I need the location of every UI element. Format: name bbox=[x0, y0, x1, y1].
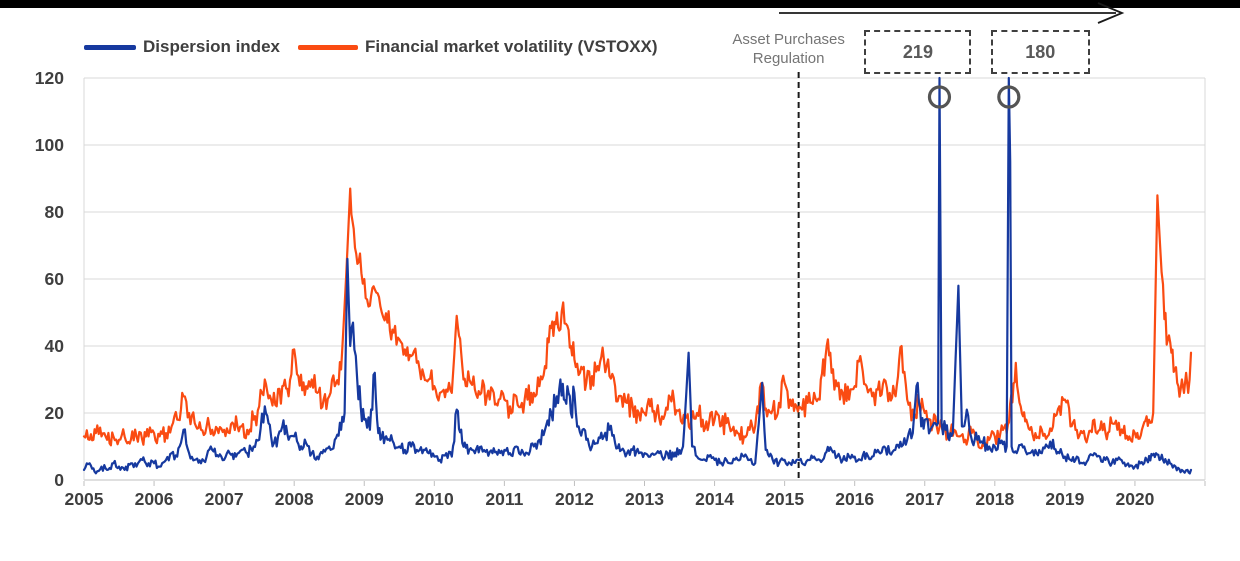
gridlines bbox=[83, 77, 1206, 486]
svg-text:2020: 2020 bbox=[1115, 489, 1154, 509]
callout-box-219: 219 bbox=[864, 30, 972, 74]
svg-text:60: 60 bbox=[45, 269, 65, 289]
svg-text:2011: 2011 bbox=[485, 489, 523, 509]
callout-value-219: 219 bbox=[902, 41, 933, 62]
legend-item-dispersion: Dispersion index bbox=[84, 37, 298, 57]
asset-purchases-regulation-label: Asset Purchases Regulation bbox=[709, 30, 869, 68]
svg-text:2018: 2018 bbox=[975, 489, 1014, 509]
callout-box-180: 180 bbox=[990, 30, 1090, 74]
spike-marker-circle-0 bbox=[927, 85, 952, 109]
asset-purchases-regulation-line1: Asset Purchases bbox=[732, 31, 845, 48]
x-axis-labels: 2005 2006 2007 2008 2009 2010 2011 2012 2013 2014… bbox=[65, 489, 1155, 509]
dispersion-line bbox=[82, 76, 1193, 475]
svg-text:2006: 2006 bbox=[135, 489, 174, 509]
spike-marker-circle-1 bbox=[997, 85, 1021, 109]
svg-text:80: 80 bbox=[45, 202, 65, 222]
legend-item-vstoxx: Financial market volatility (VSTOXX) bbox=[297, 37, 676, 57]
svg-text:2017: 2017 bbox=[905, 489, 944, 509]
svg-text:2009: 2009 bbox=[345, 489, 384, 509]
vstoxx-line bbox=[82, 187, 1193, 450]
svg-text:2005: 2005 bbox=[65, 489, 104, 509]
dispersion-line-swatch bbox=[84, 44, 136, 50]
timeline-arrow bbox=[779, 2, 1125, 24]
chart-legend: Dispersion index Financial market volati… bbox=[84, 36, 676, 58]
svg-text:40: 40 bbox=[45, 336, 65, 356]
svg-text:20: 20 bbox=[45, 403, 65, 423]
callout-value-180: 180 bbox=[1025, 41, 1056, 62]
svg-text:2013: 2013 bbox=[625, 489, 664, 509]
vstoxx-line-swatch bbox=[297, 44, 358, 50]
svg-text:2012: 2012 bbox=[555, 489, 594, 509]
y-axis-labels: 0 20 40 60 80 100 120 bbox=[35, 68, 64, 490]
legend-label-dispersion: Dispersion index bbox=[143, 37, 280, 56]
legend-label-vstoxx: Financial market volatility (VSTOXX) bbox=[364, 37, 658, 56]
svg-text:2015: 2015 bbox=[765, 489, 804, 509]
svg-text:2008: 2008 bbox=[275, 489, 314, 509]
asset-purchases-regulation-line2: Regulation bbox=[752, 50, 825, 67]
svg-text:2016: 2016 bbox=[835, 489, 874, 509]
svg-text:120: 120 bbox=[35, 68, 64, 88]
svg-text:0: 0 bbox=[54, 470, 64, 490]
svg-text:100: 100 bbox=[35, 135, 64, 155]
svg-text:2007: 2007 bbox=[205, 489, 244, 509]
svg-text:2019: 2019 bbox=[1045, 489, 1084, 509]
svg-text:2014: 2014 bbox=[695, 489, 734, 509]
top-black-bar bbox=[0, 0, 1240, 8]
svg-text:2010: 2010 bbox=[415, 489, 454, 509]
